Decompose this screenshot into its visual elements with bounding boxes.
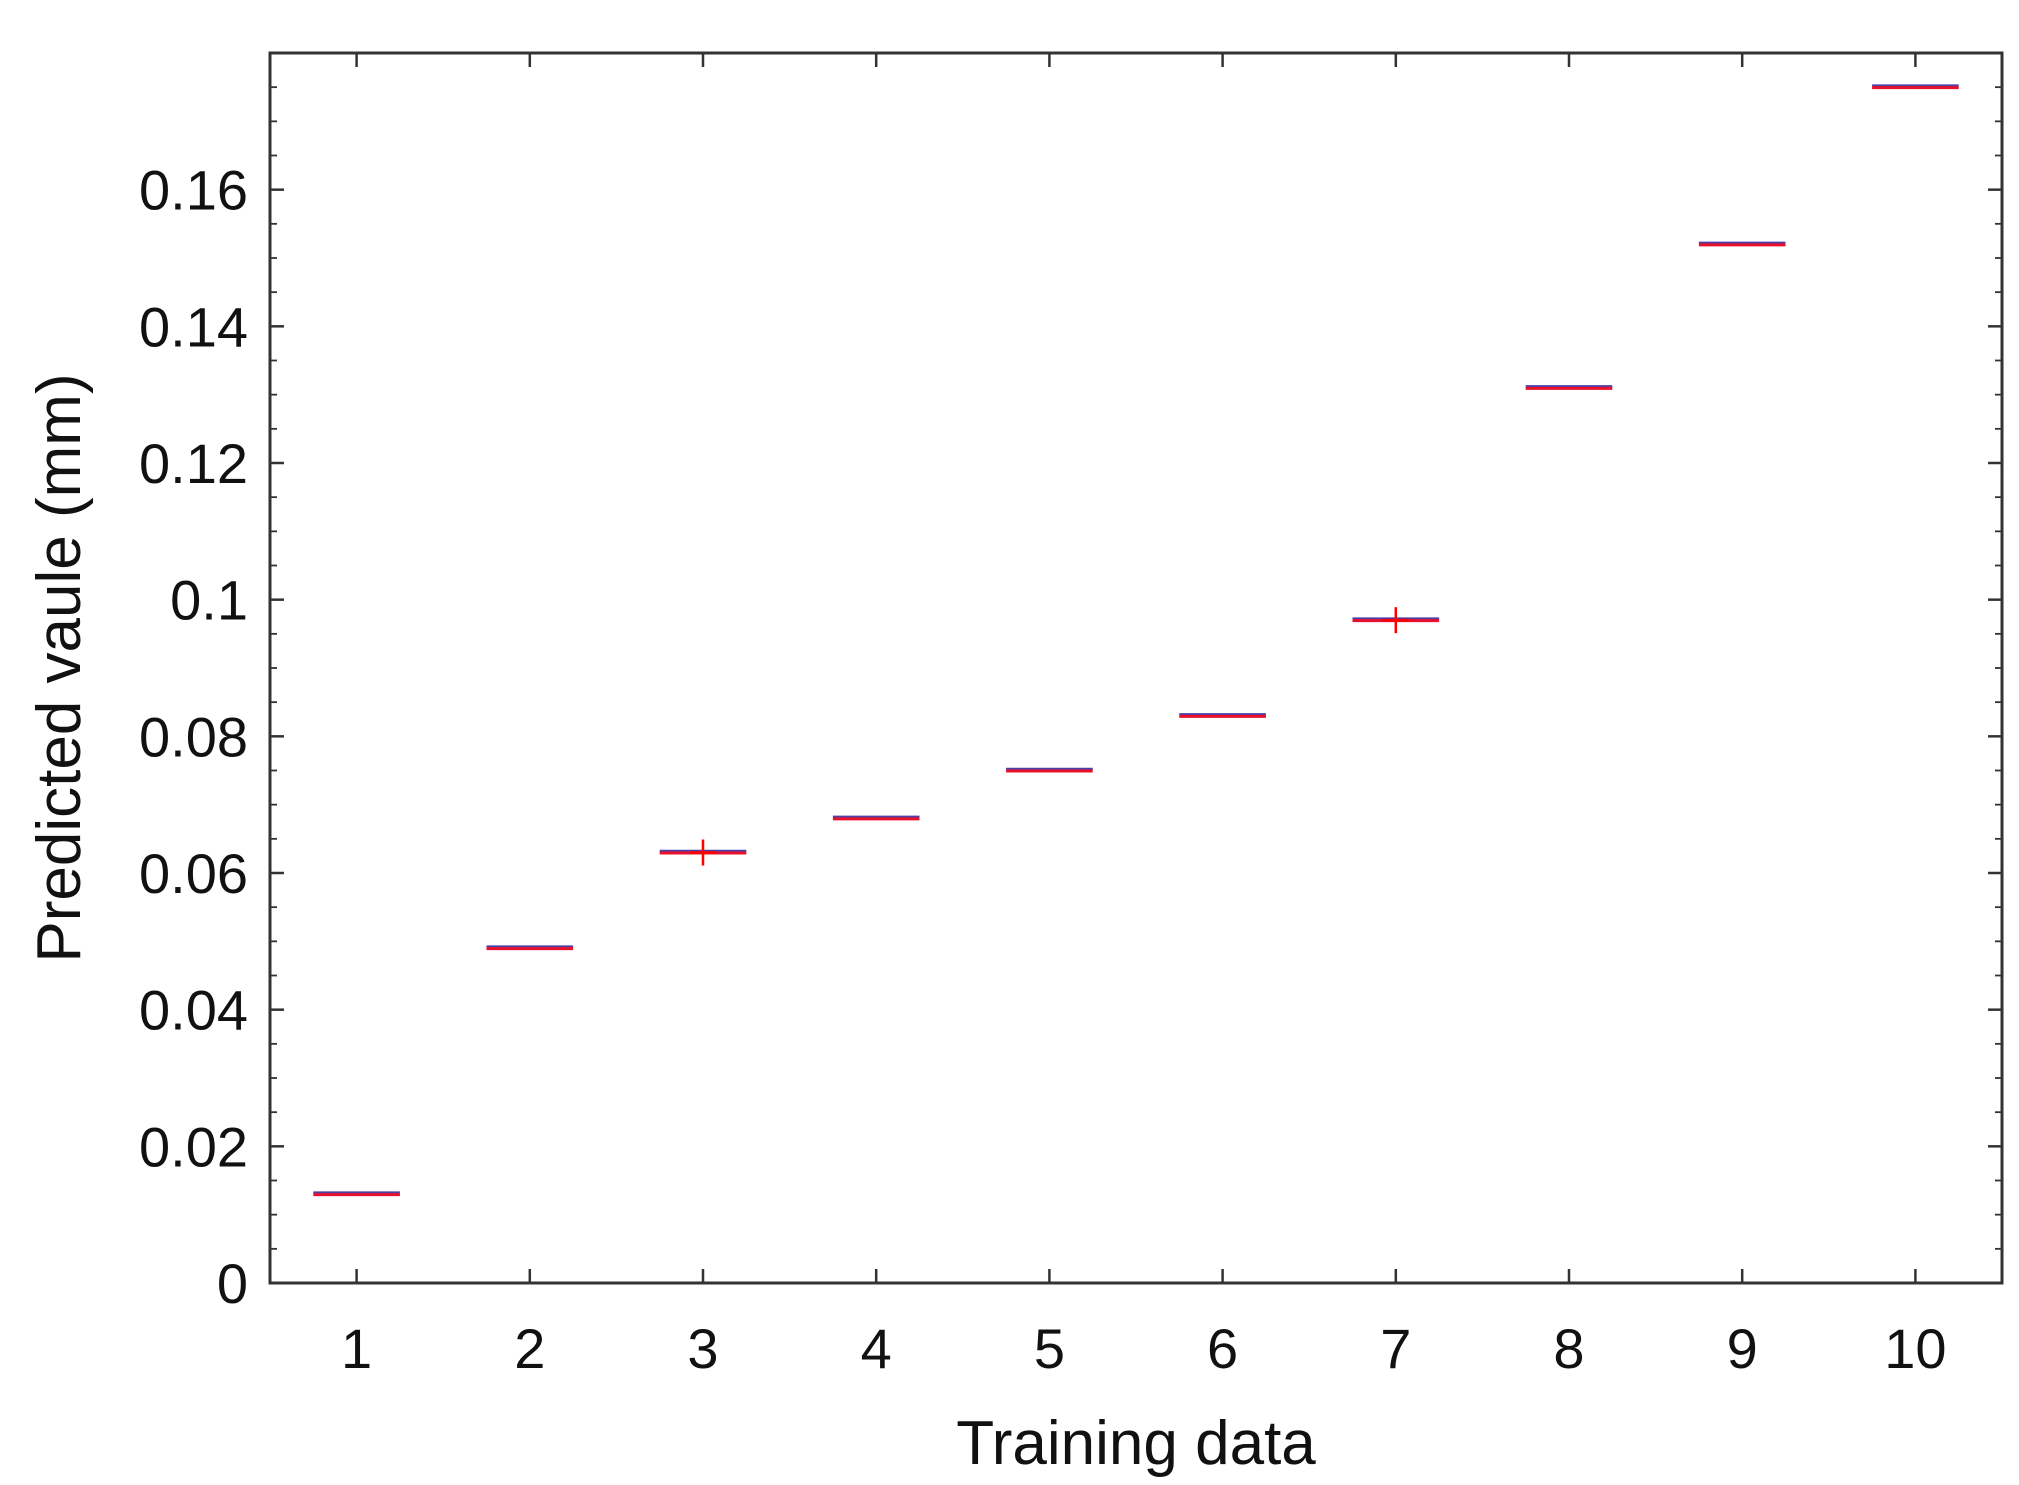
outlier-marker: [1382, 607, 1409, 634]
x-tick-labels: 1 2 3 4 5 6 7 8 9 10: [341, 1317, 1947, 1380]
y-tick-label: 0.12: [139, 432, 248, 495]
y-tick-labels: 0 0.02 0.04 0.06 0.08 0.1 0.12 0.14 0.16: [139, 159, 248, 1315]
y-tick-label: 0.02: [139, 1115, 248, 1178]
x-tick-label: 1: [341, 1317, 372, 1380]
y-tick-label: 0.06: [139, 842, 248, 905]
x-tick-label: 3: [687, 1317, 718, 1380]
x-axis-title: Training data: [956, 1409, 1316, 1478]
x-tick-label: 6: [1207, 1317, 1238, 1380]
box-10: [1872, 84, 1959, 90]
outlier-marker: [690, 839, 716, 866]
y-tick-label: 0.04: [139, 979, 248, 1042]
y-tick-label: 0.16: [139, 159, 248, 222]
box-4: [832, 815, 920, 821]
box-8: [1525, 385, 1613, 390]
box-6: [1179, 713, 1266, 718]
y-tick-label: 0.14: [139, 295, 248, 358]
y-tick-label: 0.1: [170, 569, 248, 632]
box-plot-series: [313, 84, 1959, 1197]
y-tick-label: 0: [217, 1252, 248, 1315]
outlier-markers: [690, 607, 1409, 866]
x-tick-label: 9: [1727, 1317, 1758, 1380]
x-tick-label: 4: [861, 1317, 892, 1380]
box-5: [1006, 767, 1093, 773]
major-ticks: [270, 53, 2002, 1285]
x-tick-label: 7: [1380, 1317, 1411, 1380]
x-tick-label: 10: [1884, 1317, 1946, 1380]
plot-area-frame: [268, 51, 2004, 1285]
box-2: [486, 945, 574, 951]
x-tick-label: 2: [514, 1317, 545, 1380]
y-tick-label: 0.08: [139, 705, 248, 768]
box-9: [1698, 241, 1786, 247]
x-tick-label: 5: [1034, 1317, 1065, 1380]
box-1: [313, 1191, 400, 1197]
x-tick-label: 8: [1553, 1317, 1584, 1380]
y-axis-title: Predicted vaule (mm): [25, 373, 94, 962]
